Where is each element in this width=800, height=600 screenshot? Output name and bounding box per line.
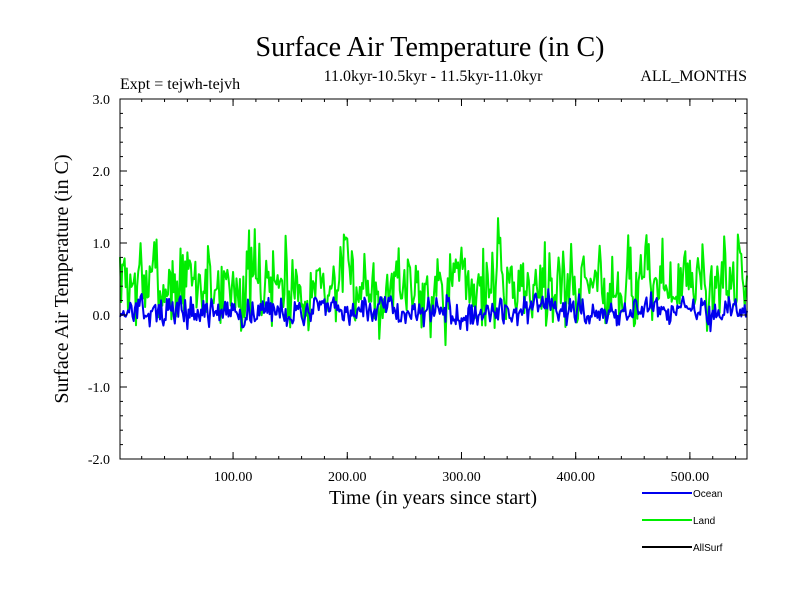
x-tick-label: 400.00 <box>556 470 595 485</box>
period-label: 11.0kyr-10.5kyr - 11.5kyr-11.0kyr <box>324 68 544 85</box>
legend-label-land: Land <box>693 516 715 527</box>
series-line-ocean <box>119 288 748 333</box>
months-label: ALL_MONTHS <box>640 68 747 85</box>
series-line-land <box>119 217 748 347</box>
x-axis-label: Time (in years since start) <box>329 487 537 509</box>
y-tick-label: -1.0 <box>88 381 110 396</box>
y-tick-label: 1.0 <box>93 237 111 252</box>
legend-label-ocean: Ocean <box>693 489 722 500</box>
x-tick-label: 500.00 <box>671 470 710 485</box>
legend: Ocean Land AllSurf <box>642 489 723 554</box>
x-tick-label: 200.00 <box>328 470 367 485</box>
y-tick-label: 2.0 <box>93 165 111 180</box>
experiment-label: Expt = tejwh-tejvh <box>120 76 240 93</box>
chart-title: Surface Air Temperature (in C) <box>256 32 605 63</box>
x-tick-label: 300.00 <box>442 470 481 485</box>
y-tick-label: -2.0 <box>88 453 110 468</box>
axis-layer: -2.0 -1.0 0.0 1.0 2.0 3.0 100.00 200.00 300.00 40… <box>88 93 747 485</box>
y-tick-label: 3.0 <box>93 93 111 108</box>
y-tick-label: 0.0 <box>93 309 111 324</box>
x-tick-label: 100.00 <box>214 470 253 485</box>
plot-frame <box>119 98 748 460</box>
y-axis-label: Surface Air Temperature (in C) <box>51 154 73 403</box>
legend-label-allsurf: AllSurf <box>693 543 723 554</box>
series-layer <box>119 217 748 347</box>
